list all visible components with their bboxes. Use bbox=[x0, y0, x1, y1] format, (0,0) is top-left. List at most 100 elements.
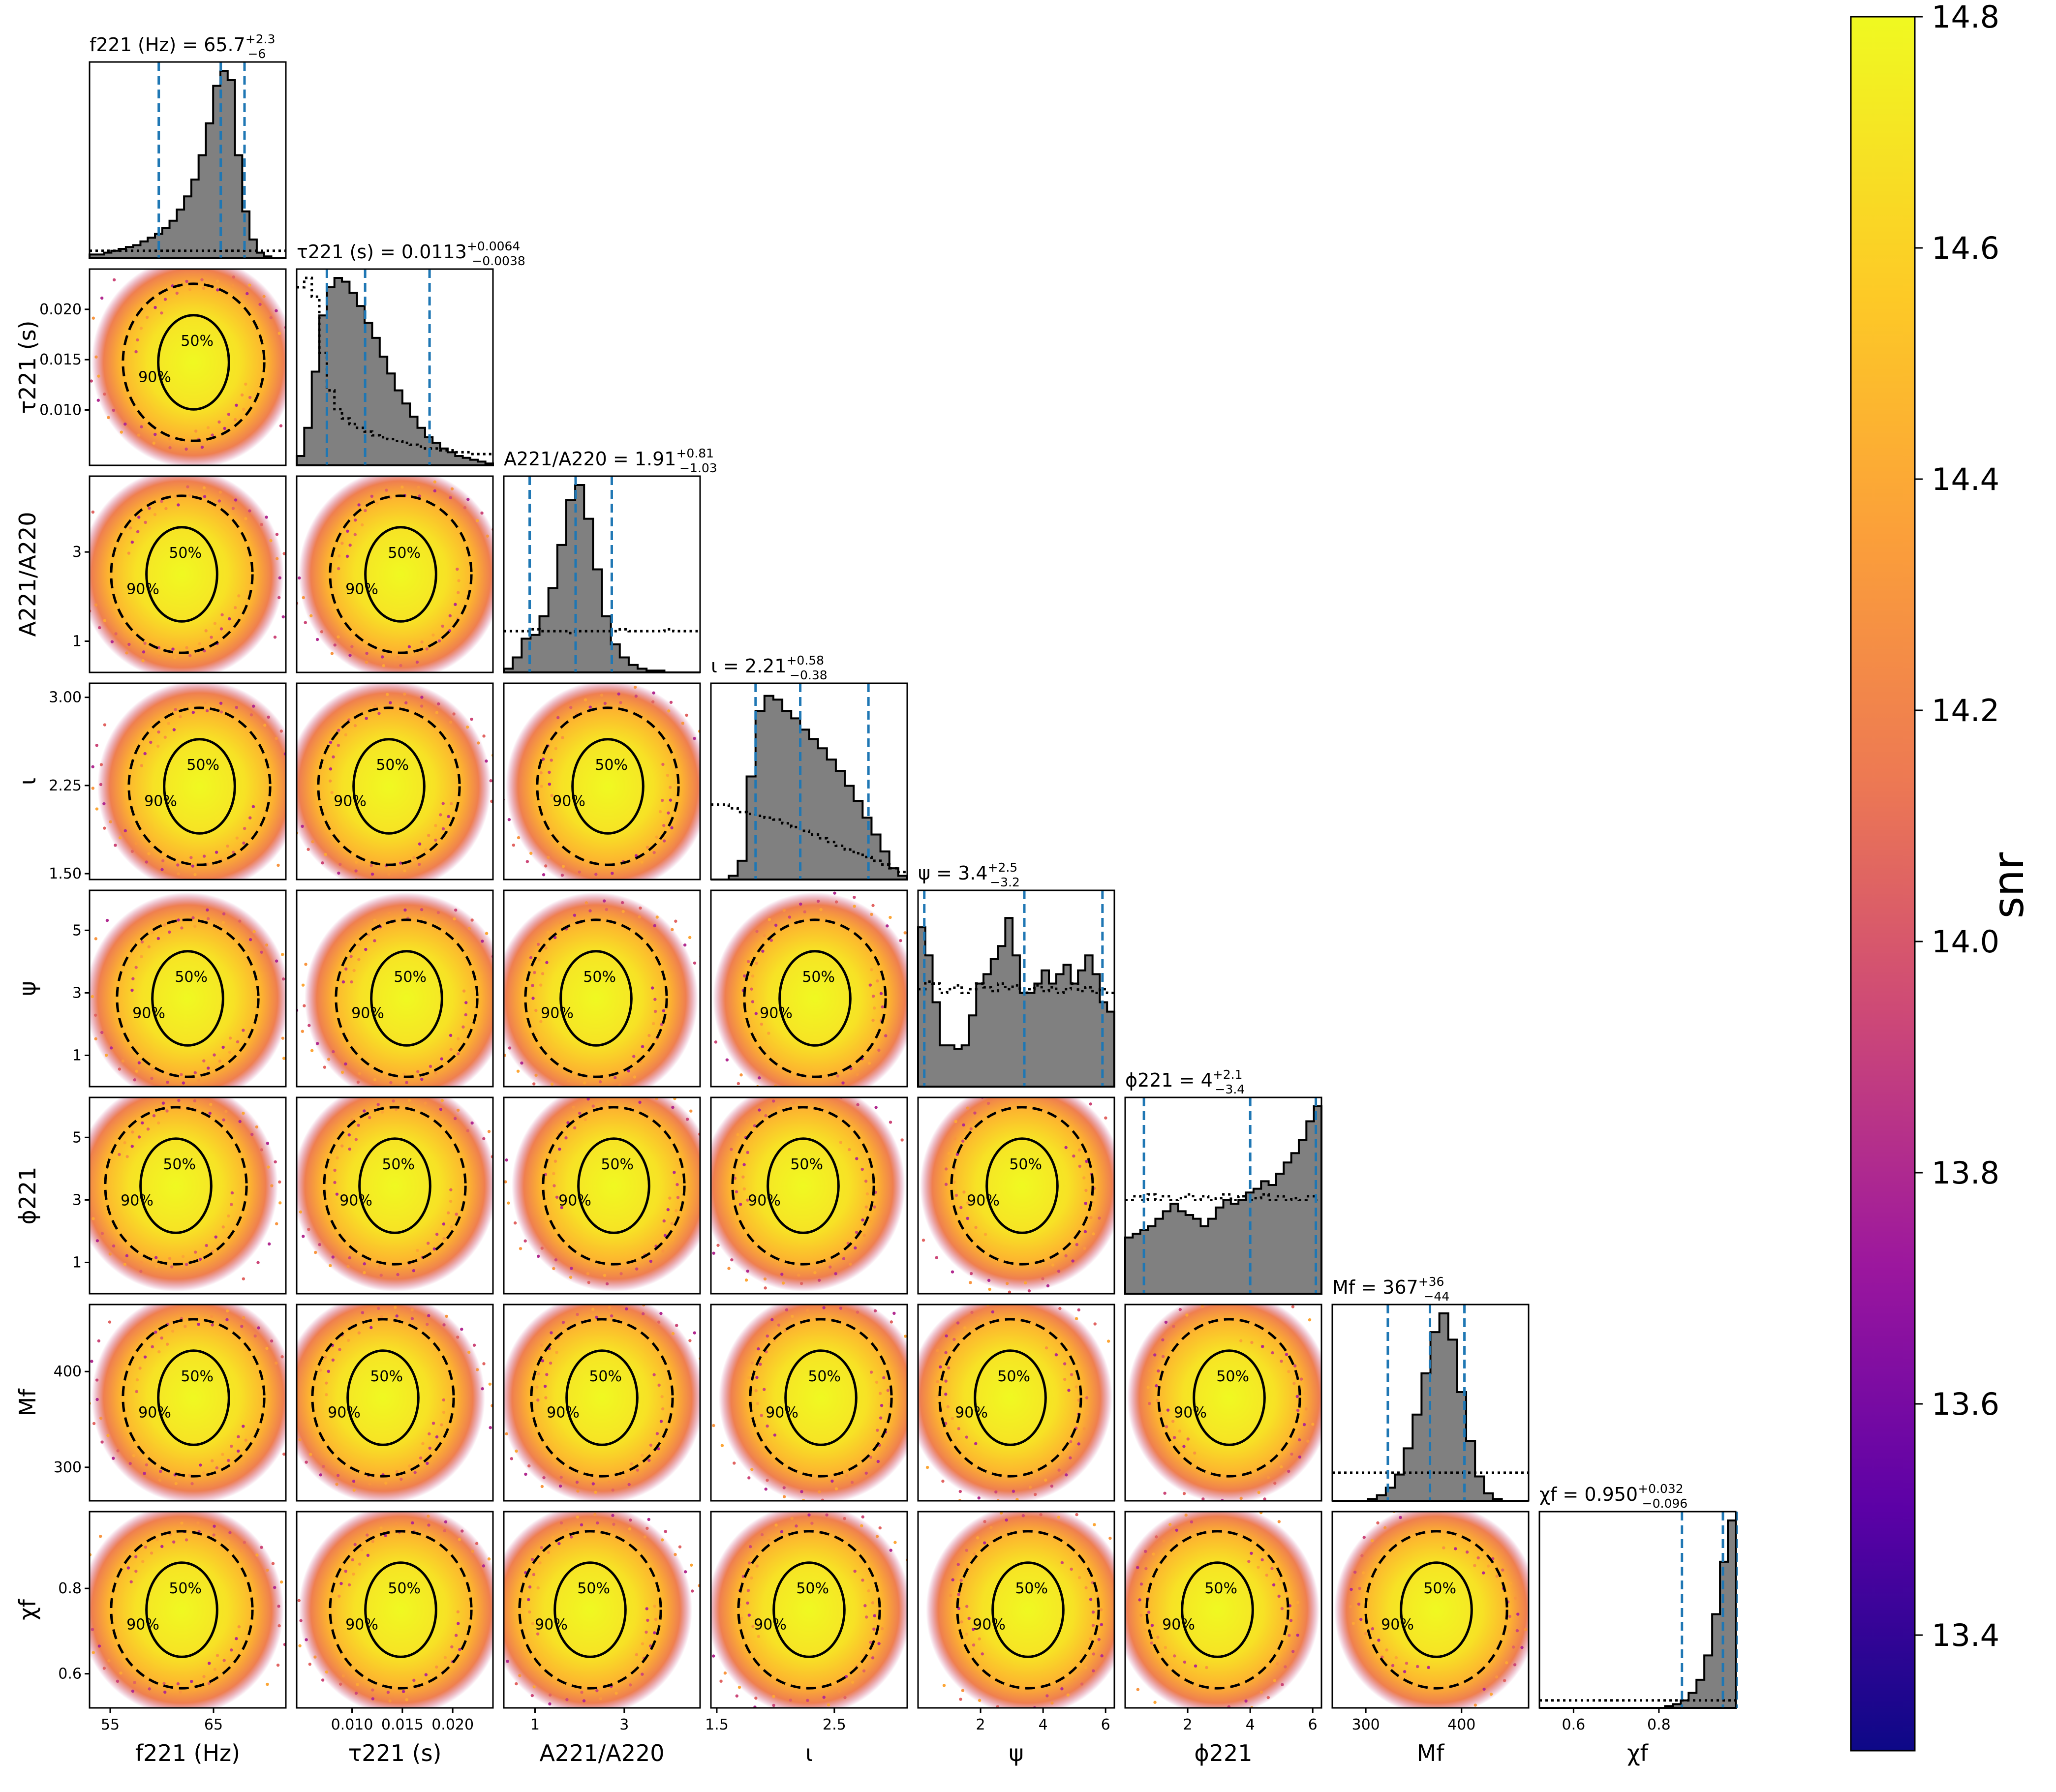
sample-point bbox=[799, 1281, 803, 1285]
sample-point bbox=[753, 946, 757, 950]
sample-point bbox=[233, 418, 237, 422]
sample-point bbox=[368, 1116, 371, 1120]
sample-point bbox=[333, 1168, 337, 1172]
sample-point bbox=[244, 1438, 247, 1442]
sample-point bbox=[163, 923, 167, 927]
sample-point bbox=[73, 1574, 76, 1577]
sample-point bbox=[736, 1133, 740, 1136]
y-tick-label: 3 bbox=[72, 984, 82, 1002]
sample-point bbox=[278, 576, 281, 579]
prior-histogram bbox=[918, 980, 1114, 994]
sample-point bbox=[165, 1072, 169, 1075]
contour-50 bbox=[553, 1561, 627, 1658]
sample-point bbox=[256, 1261, 260, 1264]
sample-point bbox=[942, 1684, 946, 1687]
sample-point bbox=[403, 908, 407, 912]
posterior-histogram bbox=[917, 917, 1115, 1088]
panel-tau221-A221: 90%50% bbox=[296, 475, 494, 673]
sample-point bbox=[751, 1000, 755, 1003]
sample-point bbox=[496, 1175, 499, 1178]
sample-point bbox=[1515, 1629, 1519, 1633]
sample-point bbox=[744, 1278, 748, 1282]
panel-frame bbox=[503, 889, 701, 1088]
sample-point bbox=[550, 1092, 553, 1094]
sample-point bbox=[431, 1422, 435, 1425]
sample-point bbox=[145, 315, 149, 319]
sample-point bbox=[649, 1259, 653, 1263]
contour-90 bbox=[116, 918, 260, 1078]
sample-point bbox=[138, 1367, 142, 1370]
sample-point bbox=[202, 1059, 206, 1063]
contour-90 bbox=[938, 1318, 1082, 1478]
sample-density bbox=[97, 683, 286, 880]
sample-point bbox=[1516, 1612, 1520, 1616]
sample-point bbox=[669, 786, 672, 789]
contour-label-90: 90% bbox=[126, 580, 159, 598]
sample-point bbox=[150, 1551, 153, 1555]
sample-point bbox=[160, 311, 163, 315]
sample-point bbox=[1041, 1301, 1043, 1304]
sample-point bbox=[399, 861, 402, 865]
sample-point bbox=[137, 1135, 141, 1139]
title-lower-error: −0.0038 bbox=[472, 254, 525, 268]
sample-point bbox=[780, 1273, 784, 1276]
sample-point bbox=[807, 1513, 811, 1517]
sample-point bbox=[174, 495, 177, 499]
sample-point bbox=[671, 1237, 675, 1241]
sample-point bbox=[135, 1390, 138, 1394]
sample-point bbox=[215, 1466, 218, 1470]
sample-point bbox=[651, 700, 655, 704]
sample-point bbox=[737, 1685, 741, 1689]
sample-point bbox=[544, 1396, 548, 1399]
contour-50 bbox=[571, 738, 644, 835]
sample-point bbox=[152, 1114, 156, 1118]
sample-point bbox=[140, 940, 144, 944]
sample-point bbox=[1098, 1216, 1101, 1220]
sample-point bbox=[861, 1515, 864, 1519]
sample-point bbox=[641, 1454, 644, 1457]
sample-point bbox=[188, 654, 192, 658]
sample-point bbox=[685, 1118, 689, 1121]
sample-point bbox=[188, 1474, 191, 1477]
sample-point bbox=[545, 1373, 549, 1376]
panel-frame bbox=[296, 682, 494, 881]
sample-point bbox=[873, 1309, 877, 1313]
sample-point bbox=[1403, 1670, 1407, 1673]
sample-point bbox=[544, 946, 548, 950]
sample-point bbox=[92, 1422, 96, 1426]
y-tick-label: 0.6 bbox=[58, 1666, 82, 1683]
sample-point bbox=[1077, 1148, 1081, 1152]
sample-point bbox=[251, 805, 255, 809]
sample-point bbox=[909, 1158, 912, 1161]
scatter-cloud: 90%50% bbox=[711, 1512, 907, 1708]
sample-point bbox=[120, 430, 123, 434]
sample-point bbox=[1495, 1675, 1499, 1679]
sample-point bbox=[137, 1061, 141, 1064]
sample-point bbox=[395, 1522, 398, 1526]
sample-point bbox=[427, 1532, 430, 1536]
panel-frame bbox=[89, 1511, 287, 1709]
sample-point bbox=[559, 1521, 563, 1525]
panel-frame bbox=[1331, 1304, 1530, 1502]
y-axis-label: τ221 (s) bbox=[14, 321, 41, 414]
sample-point bbox=[365, 717, 368, 720]
sample-point bbox=[843, 1517, 846, 1520]
sample-point bbox=[582, 1699, 586, 1702]
sample-point bbox=[168, 437, 171, 441]
sample-density bbox=[713, 892, 907, 1087]
sample-point bbox=[420, 640, 424, 644]
sample-point bbox=[190, 1482, 194, 1486]
sample-point bbox=[465, 725, 469, 729]
sample-point bbox=[421, 916, 425, 920]
sample-point bbox=[766, 1479, 769, 1482]
sample-point bbox=[952, 1180, 956, 1184]
sample-point bbox=[202, 854, 206, 858]
title-value: ι = 2.21 bbox=[711, 655, 786, 677]
sample-point bbox=[763, 1277, 767, 1281]
sample-point bbox=[810, 1521, 814, 1525]
sample-point bbox=[177, 503, 180, 507]
sample-point bbox=[96, 398, 100, 402]
sample-point bbox=[219, 710, 223, 714]
sample-point bbox=[505, 1432, 508, 1435]
contour-label-90: 90% bbox=[558, 1192, 591, 1209]
